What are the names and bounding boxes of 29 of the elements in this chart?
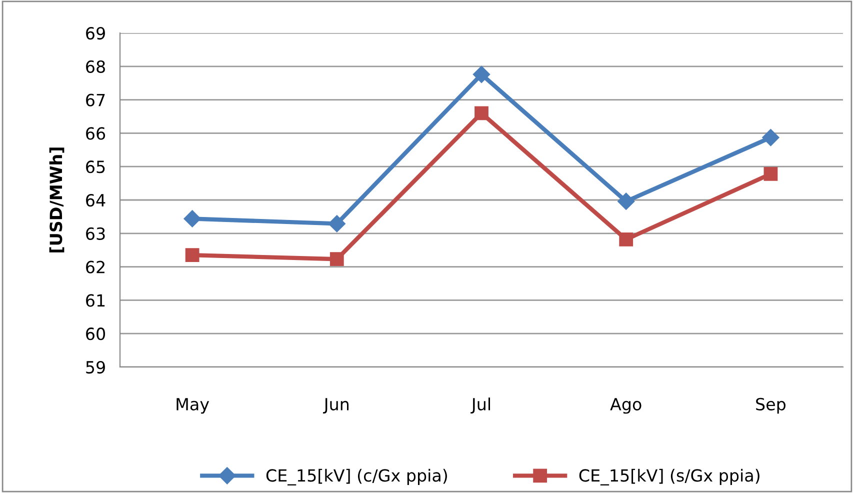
- legend-label: CE_15[kV] (c/Gx ppia): [266, 468, 447, 486]
- y-tick-label: 68: [86, 60, 105, 73]
- y-tick-label: 59: [86, 360, 105, 374]
- y-axis-title: [USD/MWh]: [49, 148, 64, 252]
- point: [618, 192, 635, 210]
- y-tick-label: 66: [86, 127, 106, 140]
- y-tick-label: 69: [86, 26, 105, 40]
- point: [472, 66, 490, 83]
- point: [474, 106, 488, 120]
- x-tick-label: Jul: [470, 398, 490, 414]
- point: [764, 167, 778, 181]
- y-tick-label: 62: [86, 260, 104, 274]
- point: [328, 215, 346, 232]
- x-tick-label: May: [176, 398, 210, 414]
- point: [184, 210, 201, 228]
- y-tick-label: 67: [86, 94, 105, 106]
- y-tick-label: 65: [86, 160, 105, 174]
- y-tick-label: 61: [86, 294, 105, 307]
- point: [619, 232, 634, 246]
- x-tick-label: Jun: [323, 398, 349, 414]
- point: [185, 248, 200, 262]
- y-tick-label: 60: [86, 328, 106, 340]
- point: [330, 252, 344, 266]
- x-tick-label: Ago: [610, 398, 642, 414]
- legend-label: CE_15[kV] (s/Gx ppia): [579, 468, 760, 486]
- point: [762, 128, 780, 146]
- x-tick-label: Sep: [756, 398, 786, 414]
- y-tick-label: 63: [86, 227, 105, 240]
- y-tick-label: 64: [86, 194, 106, 207]
